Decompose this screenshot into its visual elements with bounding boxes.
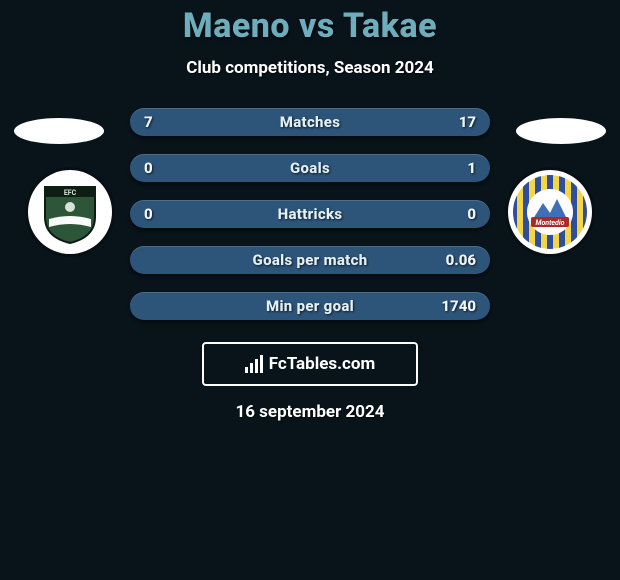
stat-right-value: 0.06 [446, 251, 476, 269]
stat-label: Hattricks [278, 205, 343, 223]
svg-text:EFC: EFC [64, 189, 77, 197]
stat-row-goals-per-match: Goals per match 0.06 [130, 246, 490, 274]
stat-right-value: 1740 [441, 297, 476, 315]
team-badge-right: Montedio [508, 170, 592, 254]
shield-crest-icon: EFC [35, 177, 105, 247]
striped-crest-icon: Montedio [511, 173, 589, 251]
subtitle: Club competitions, Season 2024 [186, 58, 433, 78]
stat-label: Matches [280, 113, 340, 131]
stat-row-hattricks: 0 Hattricks 0 [130, 200, 490, 228]
comparison-card: Maeno vs Takae Club competitions, Season… [0, 0, 620, 422]
stat-label: Goals [290, 159, 330, 177]
date-label: 16 september 2024 [235, 402, 384, 422]
stat-right-value: 0 [467, 205, 476, 223]
stat-row-min-per-goal: Min per goal 1740 [130, 292, 490, 320]
stat-label: Min per goal [266, 297, 354, 315]
bar-chart-icon [245, 355, 263, 373]
stat-row-goals: 0 Goals 1 [130, 154, 490, 182]
footer-brand-text: FcTables.com [269, 354, 375, 374]
stats-section: EFC [0, 108, 620, 320]
stat-right-value: 17 [459, 113, 476, 131]
stat-left-value: 0 [144, 159, 153, 177]
svg-text:Montedio: Montedio [536, 219, 565, 227]
footer-brand: FcTables.com [202, 342, 418, 386]
team-badge-left: EFC [28, 170, 112, 254]
stat-rows: 7 Matches 17 0 Goals 1 0 Hattricks 0 Goa… [130, 108, 490, 320]
stat-row-matches: 7 Matches 17 [130, 108, 490, 136]
stat-right-value: 1 [467, 159, 476, 177]
ellipse-decor-left [14, 118, 104, 144]
stat-label: Goals per match [253, 251, 368, 269]
stat-left-value: 7 [144, 113, 153, 131]
page-title: Maeno vs Takae [183, 6, 437, 46]
ellipse-decor-right [516, 118, 606, 144]
stat-left-value: 0 [144, 205, 153, 223]
